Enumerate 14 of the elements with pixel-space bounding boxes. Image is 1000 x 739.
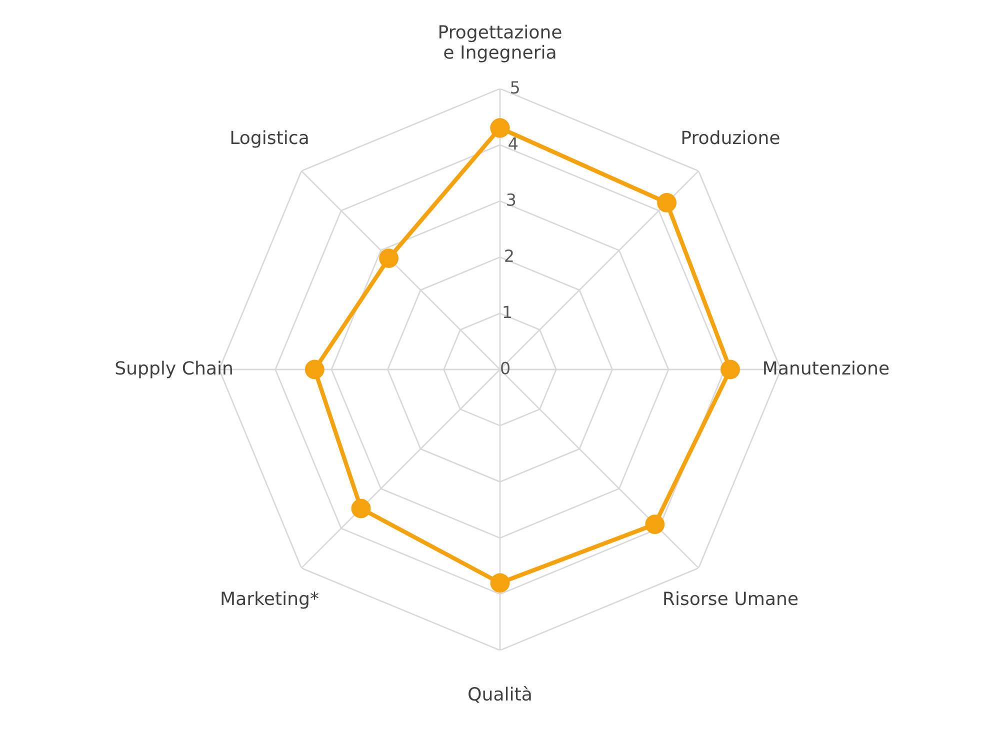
spoke-label: Risorse Umane xyxy=(664,591,798,606)
spoke-label: Marketing* xyxy=(222,591,318,609)
y-tick-label: 3 xyxy=(507,193,516,206)
spoke-label: Logistica xyxy=(231,130,308,148)
spoke-label: Produzione xyxy=(682,130,780,144)
spoke-label: Manutenzione xyxy=(764,360,889,375)
y-tick-label: 1 xyxy=(504,306,512,318)
y-tick-label: 5 xyxy=(511,81,519,94)
spoke-label: Supply Chain xyxy=(116,360,232,378)
spoke-label: Progettazione e Ingegneria xyxy=(440,24,562,62)
spoke-label: Qualità xyxy=(468,686,531,703)
y-tick-label: 2 xyxy=(505,249,513,262)
y-tick-label: 4 xyxy=(508,137,518,150)
y-tick-label: 0 xyxy=(501,362,510,374)
